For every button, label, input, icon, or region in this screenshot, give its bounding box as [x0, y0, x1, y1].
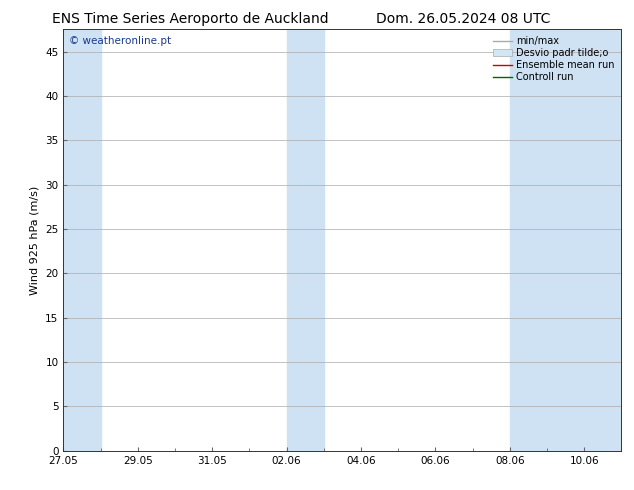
Text: © weatheronline.pt: © weatheronline.pt [69, 36, 171, 46]
Bar [287, 29, 324, 451]
Y-axis label: Wind 925 hPa (m/s): Wind 925 hPa (m/s) [30, 186, 40, 294]
Bar [510, 29, 621, 451]
Text: ENS Time Series Aeroporto de Auckland: ENS Time Series Aeroporto de Auckland [52, 12, 328, 26]
Text: Dom. 26.05.2024 08 UTC: Dom. 26.05.2024 08 UTC [375, 12, 550, 26]
Bar [63, 29, 101, 451]
Legend: min/max, Desvio padr tilde;o, Ensemble mean run, Controll run: min/max, Desvio padr tilde;o, Ensemble m… [491, 34, 616, 84]
